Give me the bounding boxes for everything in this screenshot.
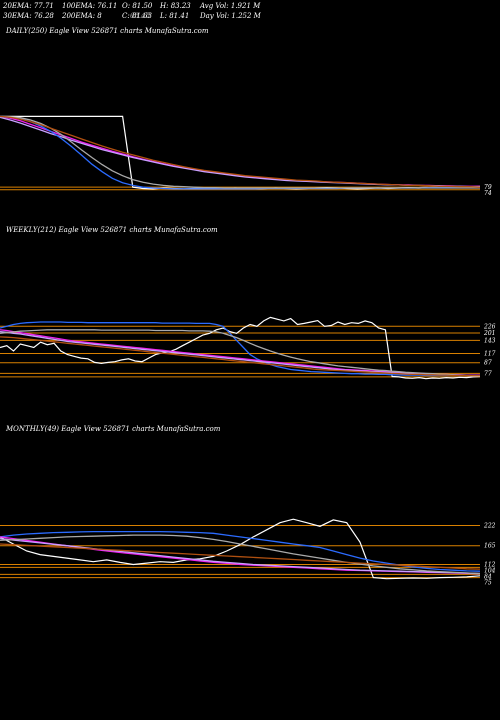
daily-price-label-1: 74: [484, 190, 492, 197]
monthly-series-line-2: [0, 536, 481, 575]
monthly-price-label-4: 84: [484, 574, 492, 581]
high-label: H: 83.23: [160, 2, 191, 10]
close-overlap-label: 68.48: [130, 12, 151, 20]
open-label: O: 81.50: [122, 2, 153, 10]
weekly-series-line-4: [0, 329, 480, 377]
close-label: C: 81.63: [122, 12, 152, 20]
ema200-label: 200EMA: 8: [62, 12, 102, 20]
monthly-price-label-5: 75: [484, 580, 492, 587]
weekly-price-label-2: 143: [484, 337, 496, 344]
monthly-series-line-3: [0, 537, 481, 575]
avg-vol-label: Avg Vol: 1.921 M: [200, 2, 261, 10]
monthly-panel-title: MONTHLY(49) Eagle View 526871 charts Mun…: [6, 425, 221, 433]
monthly-price-label-3: 104: [484, 568, 496, 575]
daily-series-line-4: [0, 115, 480, 189]
monthly-price-label-1: 165: [484, 543, 496, 550]
weekly-price-label-0: 226: [483, 323, 496, 330]
ema20-label: 20EMA: 77.71: [3, 2, 54, 10]
weekly-price-label-5: 77: [484, 370, 492, 377]
day-vol-label: Day Vol: 1.252 M: [200, 12, 261, 20]
weekly-price-label-1: 201: [483, 330, 495, 337]
monthly-price-label-2: 112: [484, 562, 496, 569]
daily-series-line-3: [0, 115, 480, 190]
weekly-series-line-1: [0, 321, 480, 377]
monthly-series-line-4: [0, 534, 481, 575]
ema30-label: 30EMA: 76.28: [3, 12, 54, 20]
weekly-series-line-5: [0, 336, 480, 377]
monthly-series-line-0: [0, 518, 481, 580]
weekly-series-line-2: [0, 329, 480, 376]
daily-series-line-5: [0, 115, 481, 188]
monthly-price-label-0: 222: [483, 523, 496, 530]
weekly-series-line-3: [0, 330, 480, 377]
low-label: L: 81.41: [160, 12, 190, 20]
weekly-series-line-0: [0, 316, 481, 380]
weekly-panel-title: WEEKLY(212) Eagle View 526871 charts Mun…: [6, 226, 218, 234]
ema100-label: 100EMA: 76.11: [62, 2, 118, 10]
weekly-price-label-4: 87: [484, 360, 492, 367]
daily-price-label-0: 79: [484, 184, 492, 191]
daily-series-line-0: [0, 115, 481, 190]
daily-series-line-2: [0, 116, 480, 188]
monthly-series-line-5: [0, 543, 481, 570]
weekly-price-label-3: 117: [484, 351, 496, 358]
daily-panel-title: DAILY(250) Eagle View 526871 charts Muna…: [6, 27, 209, 35]
